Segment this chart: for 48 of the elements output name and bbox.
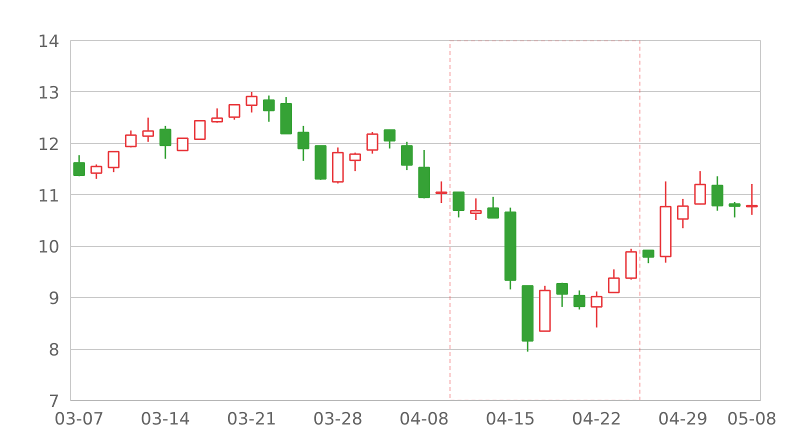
- candlestick: [590, 290, 603, 328]
- y-tick-label: 12: [38, 134, 60, 155]
- x-tick-label: 03-07: [54, 410, 104, 430]
- candlestick: [366, 131, 378, 154]
- candlestick: [452, 191, 465, 218]
- candlestick: [124, 130, 137, 148]
- candlestick: [297, 125, 310, 162]
- candlestick: [176, 137, 189, 152]
- y-tick-label: 10: [38, 238, 60, 258]
- candlestick: [746, 183, 758, 216]
- x-tick-label: 03-28: [313, 410, 363, 430]
- candlestick: [73, 154, 86, 178]
- y-tick-label: 14: [38, 32, 60, 52]
- candlestick: [246, 91, 258, 114]
- candlestick: [556, 282, 568, 308]
- x-tick-label: 03-21: [226, 410, 276, 430]
- candlestick: [262, 94, 275, 123]
- x-tick-label: 04-15: [486, 410, 536, 430]
- x-tick-label: 03-14: [140, 410, 190, 430]
- x-tick-label: 04-22: [572, 410, 622, 430]
- y-tick-label: 9: [48, 289, 60, 310]
- candlestick: [108, 150, 120, 173]
- x-tick-label: 05-08: [727, 410, 777, 430]
- candlestick: [435, 180, 448, 204]
- candlestick: [470, 198, 482, 221]
- x-tick-label: 04-08: [399, 410, 449, 430]
- y-tick-label: 13: [38, 83, 60, 104]
- y-tick-label: 8: [48, 340, 60, 361]
- candlestick: [728, 201, 741, 218]
- candlestick: [676, 198, 689, 229]
- candlestick: [573, 290, 586, 310]
- candlestick: [211, 108, 224, 124]
- candlestick: [694, 170, 706, 206]
- y-tick-label: 7: [48, 392, 60, 412]
- candlestick: [90, 164, 102, 180]
- y-tick-label: 11: [38, 186, 60, 206]
- candlestick: [400, 141, 413, 171]
- candlestick: [194, 120, 206, 140]
- candlestick: [711, 176, 724, 212]
- candlestick: [642, 250, 654, 264]
- candlestick: [349, 152, 362, 172]
- candlestick: [608, 268, 620, 294]
- x-tick-label: 04-29: [658, 410, 708, 430]
- candlestick: [142, 116, 154, 143]
- candlestick: [487, 196, 500, 219]
- candlestick: [384, 128, 396, 150]
- candlestick: [159, 125, 172, 160]
- candlestick: [228, 104, 240, 120]
